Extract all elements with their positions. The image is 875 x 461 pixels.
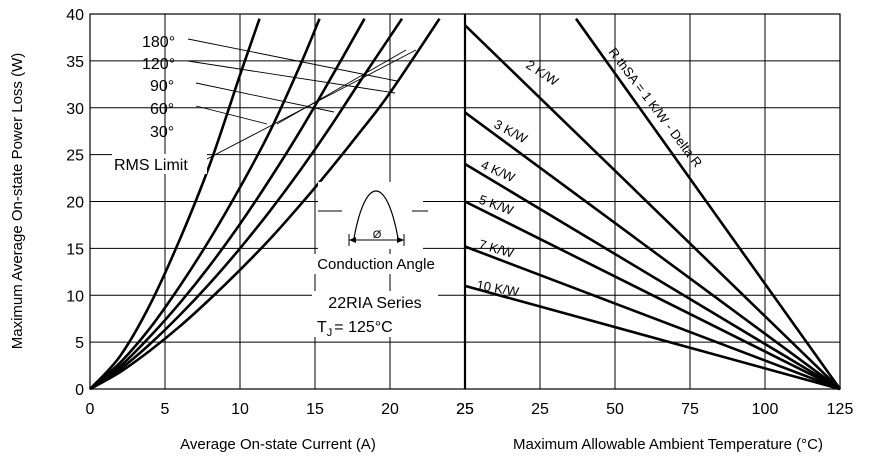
y-tick-label: 40 [66, 7, 84, 24]
series-name: 22RIA Series [328, 295, 421, 312]
left-x-tick-label: 15 [306, 401, 324, 418]
line-label-2kw: 2 K/W [523, 57, 561, 89]
plot-frame [89, 13, 841, 390]
tj-value: = 125°C [334, 319, 392, 336]
right-x-tick-label: 100 [752, 401, 779, 418]
annotation-leaders [187, 38, 417, 161]
left-x-tick-label: 10 [231, 401, 249, 418]
y-tick-label: 25 [66, 148, 84, 165]
right-x-tick-label: 50 [606, 401, 624, 418]
line-label-10kw: 10 K/W [475, 277, 520, 299]
heatsink-line-2 [464, 111, 841, 391]
conduction-angle-caption: Conduction Angle [317, 256, 435, 273]
leader-line-0 [187, 38, 398, 82]
y-axis-title: Maximum Average On-state Power Loss (W) [9, 53, 26, 349]
inset-background [318, 182, 423, 249]
left-x-tick-label: 25 [456, 401, 474, 418]
tj-subscript: J [327, 327, 333, 339]
junction-temperature: TJ = 125°C [317, 319, 393, 339]
left-x-tick-label: 20 [381, 401, 399, 418]
rms-limit-label-bg [112, 154, 207, 174]
line-label-3kw: 3 K/W [492, 116, 531, 146]
conduction-angle-symbol: Ø [373, 229, 382, 241]
right-x-tick-label: 75 [681, 401, 699, 418]
y-tick-label: 0 [75, 382, 84, 399]
heatsink-line-1 [464, 24, 841, 390]
heatsink-line-5 [464, 245, 841, 391]
left-x-tick-label: 0 [86, 401, 95, 418]
y-tick-label: 5 [75, 335, 84, 352]
conduction-caption-bg [306, 254, 446, 274]
right-x-tick-label: 25 [531, 401, 549, 418]
angle-label-120: 120° [142, 56, 175, 73]
series-lines [89, 17, 842, 391]
arrow-left-icon [349, 237, 356, 243]
y-tick-label: 30 [66, 101, 84, 118]
leader-line-3 [195, 105, 268, 125]
line-label-4kw: 4 K/W [479, 157, 518, 185]
line-label-5kw: 5 K/W [477, 192, 516, 218]
rms-leader-line [276, 49, 407, 125]
heatsink-line-0 [574, 17, 842, 390]
right-x-tick-label: 125 [827, 401, 854, 418]
y-tick-label: 15 [66, 241, 84, 258]
angle-label-180: 180° [142, 34, 175, 51]
rms-limit-label: RMS Limit [114, 157, 188, 174]
conduction-angle-inset: Ø [318, 182, 428, 249]
angle-label-90: 90° [150, 78, 174, 95]
angle-label-30: 30° [150, 124, 174, 141]
tj-prefix: T [317, 319, 327, 336]
angle-label-60: 60° [150, 101, 174, 118]
half-sine-waveform-icon [353, 190, 399, 239]
right-x-tick-label: 25 [456, 401, 474, 418]
curve-1 [89, 18, 321, 390]
heatsink-line-6 [464, 284, 841, 391]
left-x-axis-title: Average On-state Current (A) [180, 436, 376, 453]
y-tick-label: 35 [66, 54, 84, 71]
arrow-right-icon [397, 237, 404, 243]
right-x-axis-title: Maximum Allowable Ambient Temperature (°… [513, 436, 823, 453]
leader-line-1 [187, 60, 396, 94]
heatsink-line-3 [464, 162, 841, 391]
y-tick-label: 20 [66, 195, 84, 212]
curve-4 [89, 17, 441, 391]
heatsink-line-4 [464, 200, 841, 391]
curve-0 [89, 18, 261, 390]
leader-line-2 [195, 82, 335, 113]
left-x-tick-label: 5 [161, 401, 170, 418]
curve-3 [89, 17, 404, 391]
y-tick-label: 10 [66, 288, 84, 305]
series-info-bg [312, 291, 438, 337]
